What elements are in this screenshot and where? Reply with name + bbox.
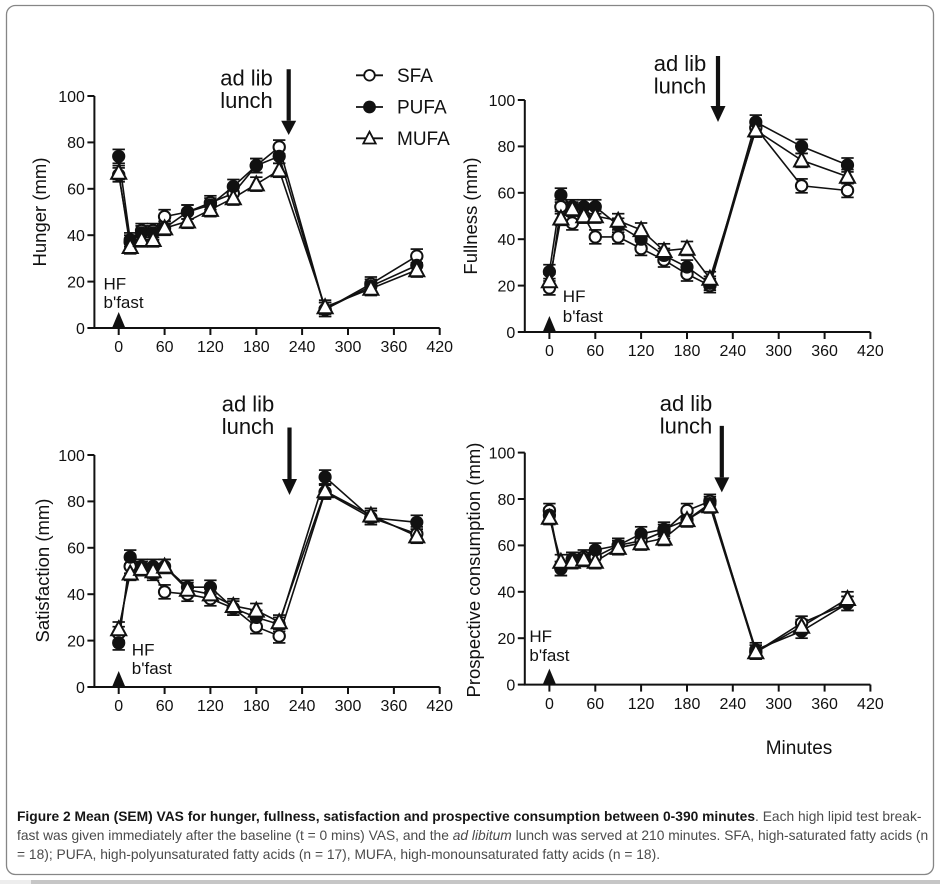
svg-text:HF: HF (563, 287, 586, 306)
svg-text:Satisfaction (mm): Satisfaction (mm) (32, 499, 53, 643)
svg-text:420: 420 (426, 698, 453, 715)
svg-text:60: 60 (156, 339, 174, 356)
svg-text:180: 180 (674, 696, 701, 713)
svg-text:b'fast: b'fast (563, 307, 603, 326)
svg-text:MUFA: MUFA (397, 129, 450, 150)
svg-text:lunch: lunch (654, 74, 707, 99)
svg-text:0: 0 (506, 677, 515, 694)
svg-text:0: 0 (545, 696, 554, 713)
svg-text:40: 40 (67, 587, 85, 604)
svg-text:0: 0 (506, 325, 515, 342)
svg-text:ad lib: ad lib (660, 391, 713, 416)
svg-text:0: 0 (76, 680, 85, 697)
svg-text:420: 420 (857, 343, 884, 360)
svg-text:Fullness (mm): Fullness (mm) (460, 157, 481, 274)
svg-text:300: 300 (765, 343, 792, 360)
svg-text:PUFA: PUFA (397, 98, 447, 119)
svg-text:Minutes: Minutes (766, 738, 833, 759)
svg-text:420: 420 (426, 339, 453, 356)
svg-text:60: 60 (67, 182, 85, 199)
svg-text:b'fast: b'fast (529, 646, 569, 665)
svg-text:420: 420 (857, 696, 884, 713)
svg-text:100: 100 (58, 448, 85, 465)
svg-text:80: 80 (67, 135, 85, 152)
svg-text:240: 240 (719, 696, 746, 713)
svg-text:360: 360 (811, 696, 838, 713)
svg-text:Hunger (mm): Hunger (mm) (29, 158, 50, 267)
svg-text:360: 360 (381, 339, 408, 356)
svg-text:80: 80 (67, 494, 85, 511)
svg-text:100: 100 (489, 93, 516, 110)
svg-text:60: 60 (586, 343, 604, 360)
svg-text:Prospective consumption (mm): Prospective consumption (mm) (463, 443, 484, 698)
svg-text:300: 300 (765, 696, 792, 713)
svg-text:40: 40 (498, 585, 516, 602)
svg-text:60: 60 (498, 186, 516, 203)
svg-text:80: 80 (498, 139, 516, 156)
svg-text:lunch: lunch (220, 88, 273, 113)
svg-text:240: 240 (719, 343, 746, 360)
svg-text:SFA: SFA (397, 66, 433, 87)
svg-text:40: 40 (67, 228, 85, 245)
svg-text:ad lib: ad lib (222, 392, 275, 417)
svg-text:100: 100 (489, 445, 516, 462)
svg-text:20: 20 (67, 274, 85, 291)
svg-text:20: 20 (67, 633, 85, 650)
svg-text:360: 360 (381, 698, 408, 715)
svg-text:180: 180 (674, 343, 701, 360)
svg-text:lunch: lunch (222, 414, 275, 439)
svg-text:180: 180 (243, 339, 270, 356)
svg-text:ad lib: ad lib (220, 66, 273, 91)
svg-text:120: 120 (628, 343, 655, 360)
svg-text:b'fast: b'fast (132, 659, 172, 678)
svg-text:60: 60 (67, 541, 85, 558)
svg-text:60: 60 (498, 538, 516, 555)
svg-text:120: 120 (628, 696, 655, 713)
svg-text:240: 240 (289, 698, 316, 715)
svg-text:0: 0 (114, 698, 123, 715)
svg-text:20: 20 (498, 278, 516, 295)
svg-text:0: 0 (114, 339, 123, 356)
svg-text:60: 60 (156, 698, 174, 715)
svg-text:20: 20 (498, 631, 516, 648)
svg-text:240: 240 (289, 339, 316, 356)
svg-text:80: 80 (498, 492, 516, 509)
svg-text:b'fast: b'fast (104, 293, 144, 312)
svg-text:180: 180 (243, 698, 270, 715)
svg-text:100: 100 (58, 89, 85, 106)
svg-text:300: 300 (335, 698, 362, 715)
svg-text:HF: HF (132, 641, 155, 660)
svg-text:360: 360 (811, 343, 838, 360)
svg-text:300: 300 (335, 339, 362, 356)
svg-text:lunch: lunch (660, 413, 713, 438)
svg-text:HF: HF (529, 627, 552, 646)
svg-text:HF: HF (104, 275, 127, 294)
svg-text:120: 120 (197, 698, 224, 715)
svg-text:0: 0 (545, 343, 554, 360)
svg-text:0: 0 (76, 321, 85, 338)
svg-text:40: 40 (498, 232, 516, 249)
svg-text:120: 120 (197, 339, 224, 356)
svg-text:ad lib: ad lib (654, 51, 707, 76)
svg-text:60: 60 (586, 696, 604, 713)
